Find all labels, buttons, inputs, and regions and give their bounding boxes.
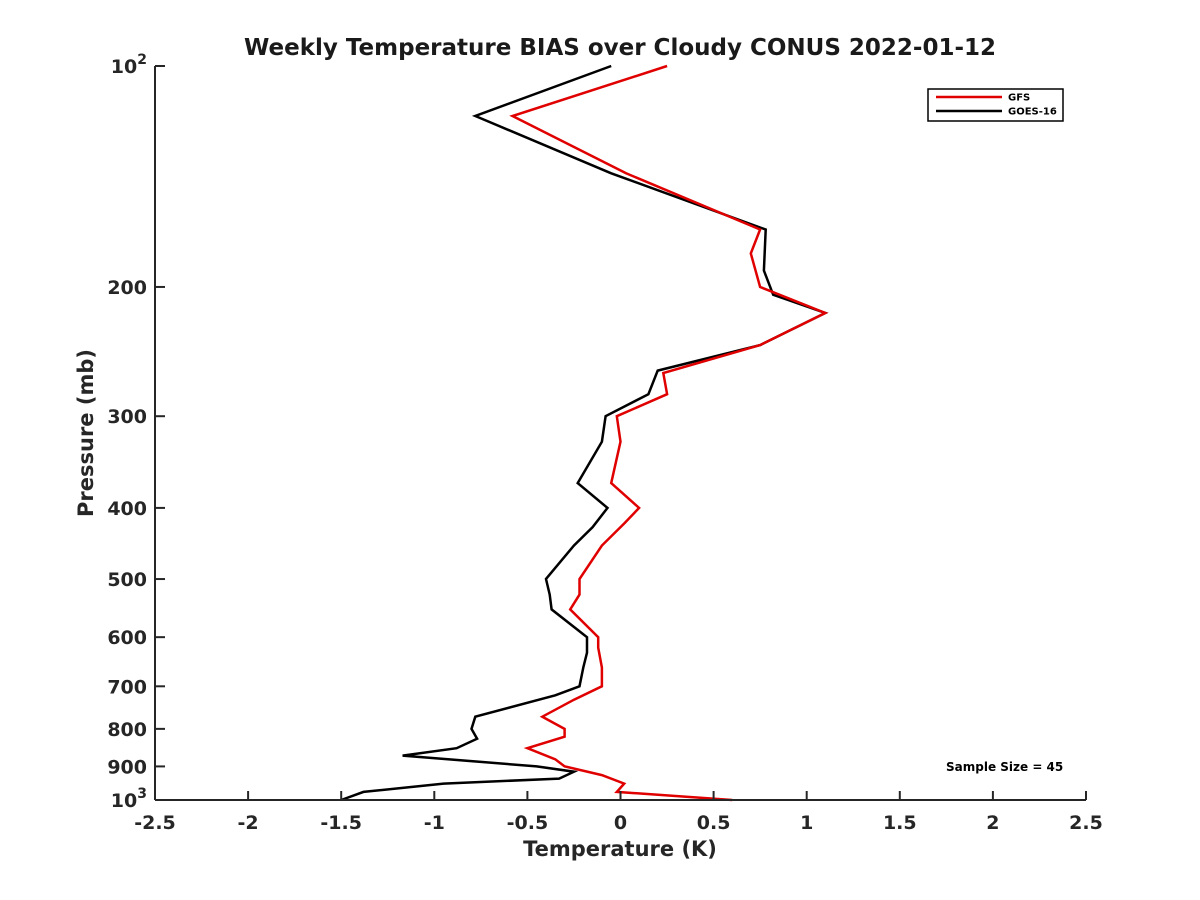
x-tick-label: 1.5 [883, 812, 917, 834]
x-ticks: -2.5 -2 -1.5 -1 -0.5 0 0.5 1 1.5 2 2.5 [134, 791, 1103, 834]
series-line-goes16 [340, 64, 829, 802]
x-axis-label: Temperature (K) [523, 837, 717, 861]
y-tick-label: 700 [107, 676, 147, 698]
y-tick-label: 800 [107, 719, 147, 741]
y-tick-label: 103 [111, 786, 147, 812]
x-tick-label: -2 [238, 812, 259, 834]
y-tick-label: 500 [107, 569, 147, 591]
series-line-gfs [509, 64, 829, 802]
x-tick-label: -0.5 [507, 812, 549, 834]
y-axis-label: Pressure (mb) [74, 349, 98, 517]
x-tick-label: 2 [986, 812, 999, 834]
legend-label-gfs: GFS [1008, 93, 1030, 104]
y-ticks: 102 200 300 400 500 600 700 800 900 103 [107, 52, 165, 812]
legend-box [927, 88, 1064, 122]
y-tick-label: 600 [107, 627, 147, 649]
y-tick-label: 400 [107, 498, 147, 520]
x-tick-label: -2.5 [134, 812, 176, 834]
y-tick-label: 900 [107, 756, 147, 778]
y-tick-label: 200 [107, 277, 147, 299]
chart-title: Weekly Temperature BIAS over Cloudy CONU… [244, 35, 996, 61]
y-tick-label: 102 [111, 52, 147, 78]
y-tick-label: 300 [107, 406, 147, 428]
x-tick-label: 2.5 [1069, 812, 1103, 834]
x-tick-label: 0 [614, 812, 627, 834]
series-layer [340, 64, 829, 802]
x-tick-label: -1 [424, 812, 445, 834]
legend-label-goes16: GOES-16 [1008, 107, 1057, 118]
legend: GFS GOES-16 [927, 88, 1064, 122]
x-tick-label: -1.5 [320, 812, 362, 834]
x-tick-label: 1 [800, 812, 813, 834]
sample-size-annotation: Sample Size = 45 [946, 760, 1063, 774]
x-tick-label: 0.5 [697, 812, 731, 834]
